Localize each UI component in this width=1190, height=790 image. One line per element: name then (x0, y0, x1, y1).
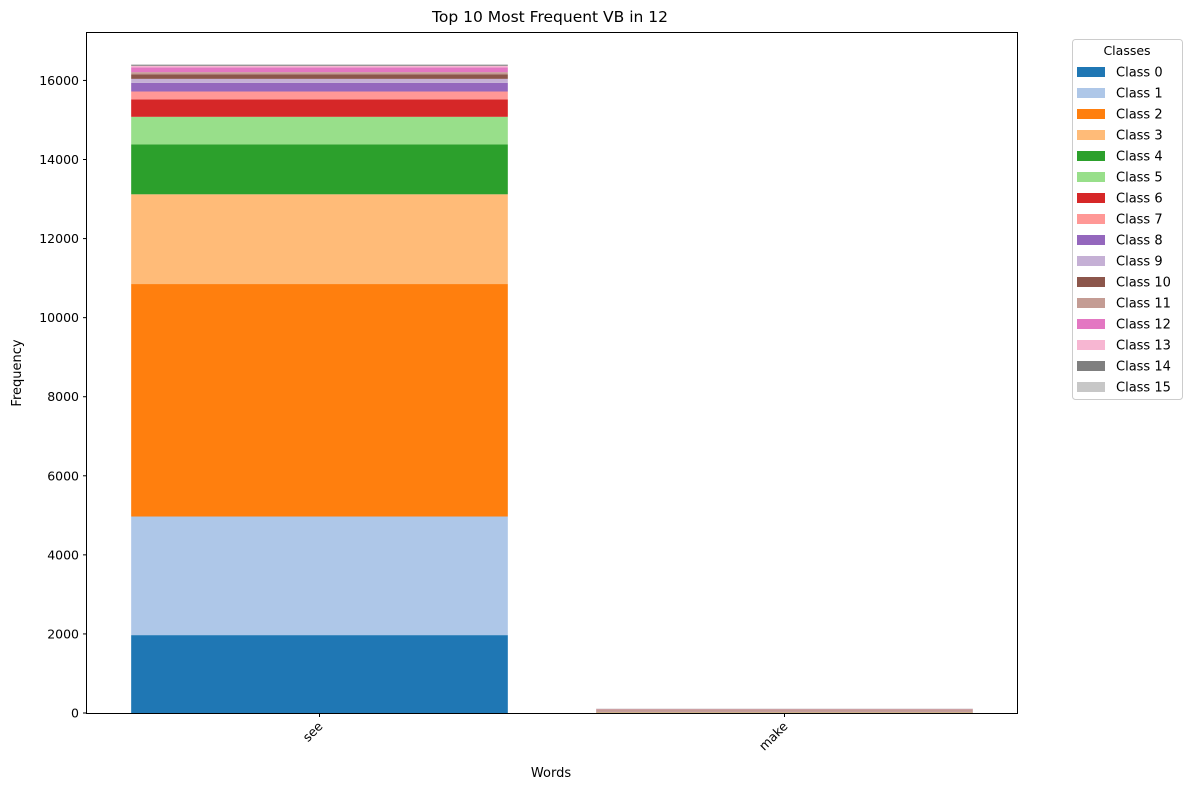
bar-see-class-7 (131, 91, 508, 100)
x-axis-label: Words (531, 766, 571, 781)
bar-see-class-12 (131, 67, 508, 73)
bar-see-class-3 (131, 194, 508, 285)
bar-make-class-11 (596, 709, 973, 712)
x-axis-ticks: see make (300, 713, 791, 753)
legend-swatch (1077, 109, 1105, 119)
y-tick-label: 16000 (39, 73, 79, 88)
bar-see-class-11 (131, 72, 508, 75)
legend-label: Class 11 (1116, 297, 1171, 312)
legend-swatch (1077, 67, 1105, 77)
legend-swatch (1077, 151, 1105, 161)
y-tick-label: 8000 (47, 389, 79, 404)
legend-swatch (1077, 277, 1105, 287)
y-tick-label: 6000 (47, 468, 79, 483)
y-axis-ticks: 0 2000 4000 6000 8000 10000 12000 14000 16000 (39, 73, 87, 721)
x-tick-label-see: see (300, 718, 326, 744)
legend-swatch (1077, 88, 1105, 98)
bar-see-class-10 (131, 74, 508, 79)
legend-label: Class 13 (1116, 339, 1171, 354)
legend-label: Class 12 (1116, 318, 1171, 333)
y-tick-label: 14000 (39, 152, 79, 167)
legend-label: Class 14 (1116, 360, 1171, 375)
legend-label: Class 7 (1116, 213, 1163, 228)
legend-label: Class 6 (1116, 192, 1163, 207)
legend-swatch (1077, 235, 1105, 245)
bars-group (131, 64, 973, 713)
legend-swatch (1077, 214, 1105, 224)
y-tick-label: 12000 (39, 231, 79, 246)
y-tick-label: 10000 (39, 310, 79, 325)
legend-items: Class 0 Class 1 Class 2 Class 3 Class 4 Class… (1077, 66, 1171, 396)
legend-swatch (1077, 319, 1105, 329)
bar-see-class-4 (131, 144, 508, 195)
legend-swatch (1077, 382, 1105, 392)
y-tick-label: 4000 (47, 547, 79, 562)
legend-swatch (1077, 172, 1105, 182)
legend-swatch (1077, 340, 1105, 350)
bar-see-class-0 (131, 635, 508, 713)
legend-label: Class 1 (1116, 87, 1163, 102)
legend-label: Class 0 (1116, 66, 1163, 81)
bar-see-class-15 (131, 64, 508, 66)
legend-label: Class 4 (1116, 150, 1163, 165)
bar-see-class-6 (131, 99, 508, 117)
legend-swatch (1077, 298, 1105, 308)
legend-swatch (1077, 193, 1105, 203)
chart-title: Top 10 Most Frequent VB in 12 (431, 8, 668, 26)
legend-label: Class 10 (1116, 276, 1171, 291)
bar-see-class-14 (131, 65, 508, 66)
legend-title: Classes (1103, 43, 1150, 58)
bar-see-class-5 (131, 116, 508, 145)
legend-swatch (1077, 256, 1105, 266)
plot-frame (86, 32, 1018, 714)
bar-see-class-13 (131, 65, 508, 68)
bar-see-class-1 (131, 516, 508, 636)
y-tick-label: 0 (71, 706, 79, 721)
y-axis-label: Frequency (10, 339, 25, 406)
legend-label: Class 8 (1116, 234, 1163, 249)
legend-swatch (1077, 361, 1105, 371)
legend-swatch (1077, 130, 1105, 140)
bar-see-class-8 (131, 82, 508, 92)
bar-see-class-9 (131, 78, 508, 83)
legend-label: Class 3 (1116, 129, 1163, 144)
bar-see-class-2 (131, 284, 508, 517)
legend-box (1072, 39, 1183, 400)
legend-label: Class 2 (1116, 108, 1163, 123)
legend-label: Class 5 (1116, 171, 1163, 186)
legend-label: Class 15 (1116, 381, 1171, 396)
y-tick-label: 2000 (47, 626, 79, 641)
x-tick-label-make: make (756, 718, 791, 753)
legend-label: Class 9 (1116, 255, 1163, 270)
